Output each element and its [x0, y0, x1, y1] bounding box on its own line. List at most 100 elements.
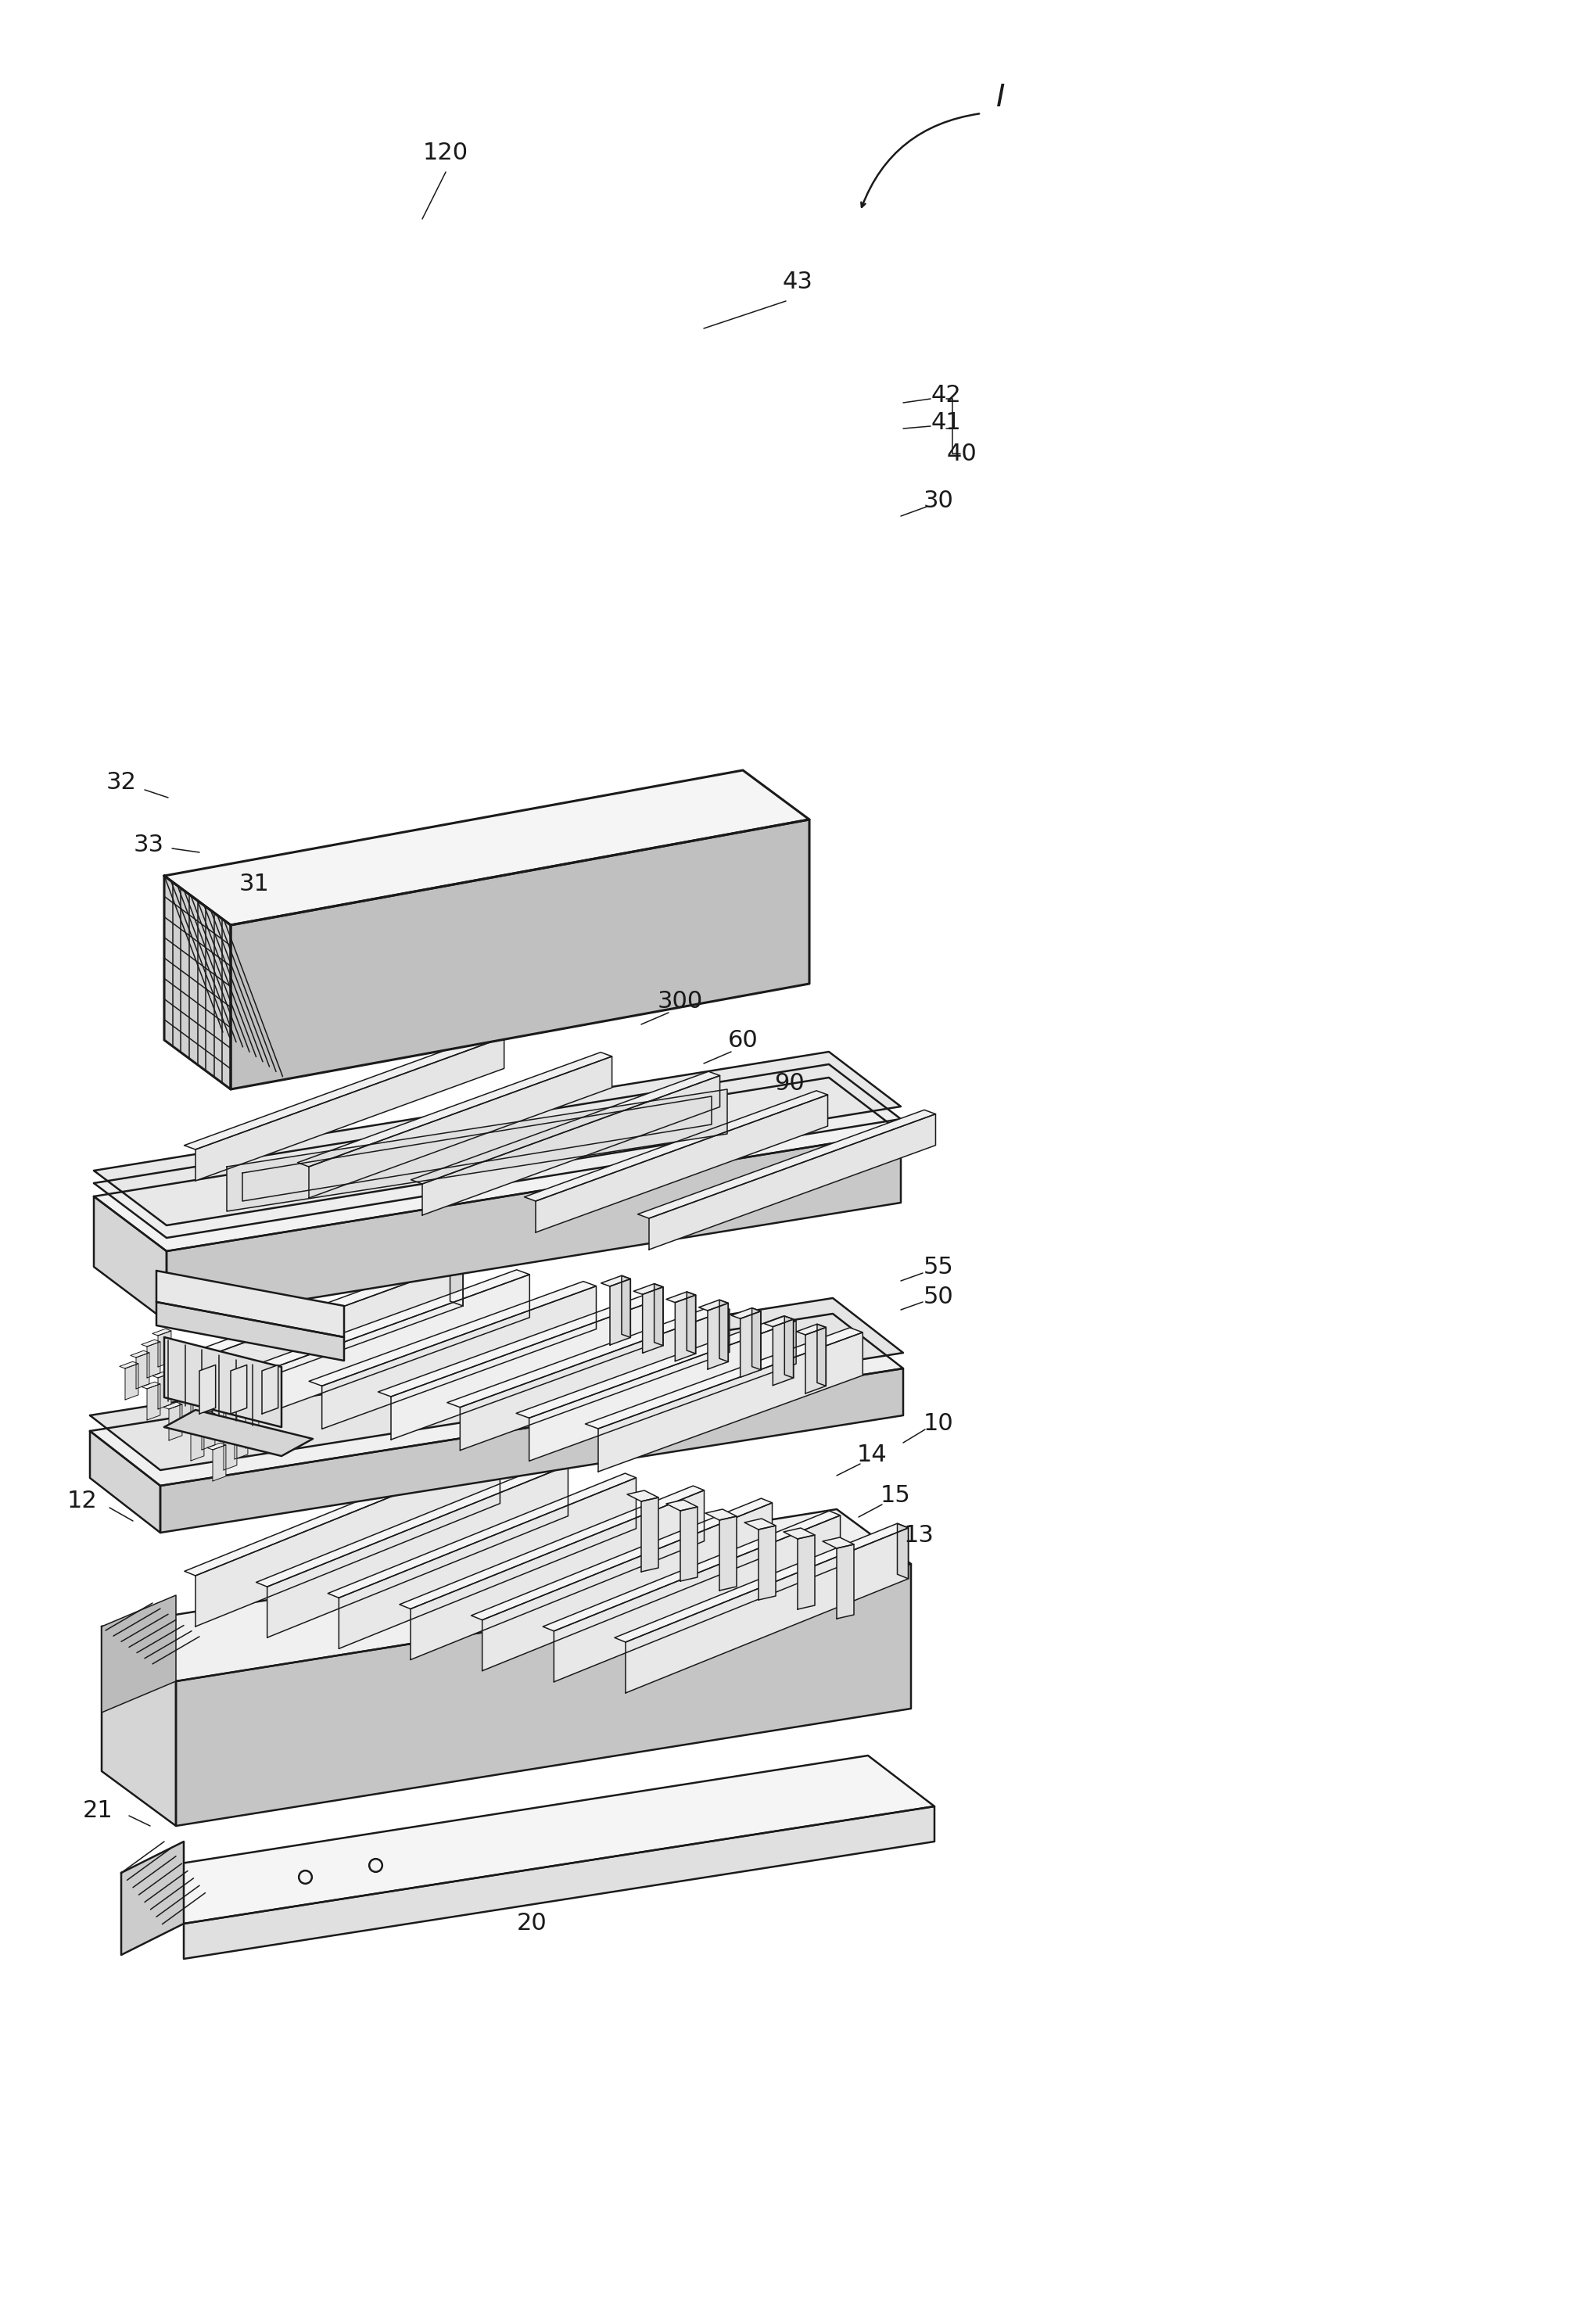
Polygon shape	[752, 1308, 761, 1370]
Polygon shape	[246, 1412, 259, 1448]
Polygon shape	[180, 1352, 193, 1386]
Polygon shape	[675, 1294, 696, 1361]
Polygon shape	[136, 1352, 150, 1389]
Polygon shape	[543, 1510, 839, 1630]
Polygon shape	[806, 1327, 827, 1393]
Polygon shape	[131, 1350, 150, 1356]
Polygon shape	[525, 1090, 828, 1200]
Polygon shape	[195, 1037, 504, 1182]
Polygon shape	[164, 770, 809, 924]
Polygon shape	[654, 1283, 662, 1345]
Polygon shape	[171, 1258, 463, 1366]
Polygon shape	[207, 1400, 227, 1407]
Polygon shape	[142, 1382, 160, 1389]
Polygon shape	[201, 1414, 215, 1451]
Text: 60: 60	[728, 1028, 758, 1051]
Polygon shape	[699, 1299, 728, 1310]
Polygon shape	[741, 1310, 761, 1377]
Polygon shape	[634, 1283, 662, 1294]
Text: 40: 40	[946, 441, 977, 464]
Polygon shape	[627, 1490, 659, 1501]
Polygon shape	[758, 1527, 776, 1600]
Polygon shape	[94, 1064, 900, 1237]
Polygon shape	[680, 1506, 697, 1582]
Polygon shape	[102, 1508, 911, 1681]
Polygon shape	[142, 1340, 160, 1347]
Text: 43: 43	[782, 271, 812, 292]
Polygon shape	[586, 1329, 863, 1428]
Polygon shape	[410, 1490, 704, 1660]
Text: 10: 10	[922, 1412, 953, 1435]
Polygon shape	[447, 1304, 729, 1407]
Polygon shape	[410, 1071, 720, 1184]
Text: 32: 32	[105, 770, 136, 793]
Polygon shape	[666, 1499, 697, 1510]
Polygon shape	[650, 1115, 935, 1251]
Polygon shape	[156, 1301, 345, 1361]
Polygon shape	[822, 1538, 854, 1547]
Text: 13: 13	[903, 1524, 934, 1547]
Polygon shape	[530, 1322, 796, 1460]
Polygon shape	[720, 1517, 737, 1591]
Polygon shape	[262, 1366, 278, 1414]
Polygon shape	[102, 1625, 176, 1825]
Polygon shape	[163, 1361, 182, 1368]
Polygon shape	[235, 1423, 247, 1460]
Polygon shape	[796, 1324, 827, 1336]
Polygon shape	[516, 1315, 796, 1418]
Polygon shape	[642, 1497, 659, 1573]
Polygon shape	[212, 1402, 227, 1439]
Polygon shape	[610, 1278, 630, 1345]
Polygon shape	[120, 1361, 139, 1368]
Polygon shape	[192, 1382, 204, 1418]
Polygon shape	[147, 1384, 160, 1421]
Polygon shape	[322, 1285, 597, 1430]
Polygon shape	[798, 1536, 816, 1609]
Polygon shape	[621, 1276, 630, 1338]
Polygon shape	[310, 1055, 611, 1198]
Polygon shape	[184, 1032, 504, 1150]
Polygon shape	[231, 818, 809, 1090]
Polygon shape	[94, 1051, 900, 1225]
Polygon shape	[164, 876, 231, 1090]
Polygon shape	[686, 1292, 696, 1354]
Polygon shape	[152, 1329, 171, 1336]
Polygon shape	[169, 1361, 182, 1398]
Polygon shape	[399, 1485, 704, 1609]
Polygon shape	[180, 1393, 193, 1430]
Polygon shape	[423, 1076, 720, 1216]
Text: 14: 14	[857, 1444, 887, 1467]
Polygon shape	[705, 1508, 737, 1520]
Polygon shape	[89, 1430, 160, 1533]
Polygon shape	[176, 1563, 911, 1825]
Polygon shape	[184, 1262, 463, 1407]
Polygon shape	[94, 1078, 900, 1251]
Polygon shape	[231, 1366, 247, 1414]
Polygon shape	[166, 1133, 900, 1322]
Polygon shape	[460, 1308, 729, 1451]
Polygon shape	[227, 1090, 728, 1212]
Text: 300: 300	[658, 989, 704, 1012]
Text: 33: 33	[134, 832, 164, 855]
Text: 55: 55	[922, 1255, 953, 1278]
Text: 90: 90	[774, 1071, 804, 1094]
Text: 41: 41	[930, 412, 961, 435]
Polygon shape	[156, 1271, 345, 1338]
Text: 15: 15	[881, 1483, 910, 1506]
Polygon shape	[764, 1315, 793, 1327]
Polygon shape	[223, 1391, 236, 1428]
Polygon shape	[223, 1435, 236, 1469]
Polygon shape	[297, 1053, 611, 1166]
Polygon shape	[720, 1299, 728, 1361]
Polygon shape	[536, 1094, 828, 1232]
Polygon shape	[121, 1841, 184, 1954]
Text: 30: 30	[922, 490, 953, 513]
Text: 50: 50	[922, 1285, 953, 1308]
Polygon shape	[643, 1287, 662, 1354]
Polygon shape	[121, 1756, 934, 1924]
Polygon shape	[201, 1373, 215, 1407]
Text: 12: 12	[67, 1490, 97, 1513]
Polygon shape	[626, 1529, 908, 1692]
Text: 21: 21	[83, 1798, 113, 1821]
Polygon shape	[836, 1545, 854, 1618]
